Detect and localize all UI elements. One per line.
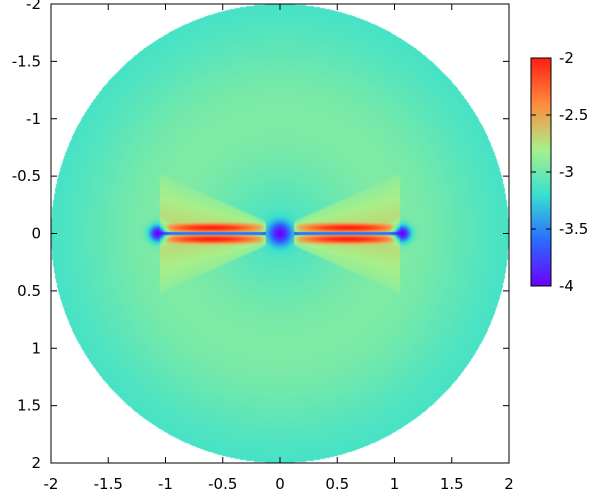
x-tick-label: -1.5	[94, 475, 123, 493]
y-tick-label: -1.5	[12, 52, 41, 70]
heatmap-image	[51, 4, 509, 463]
colorbar-tick-label: -3.5	[559, 220, 588, 238]
y-tick-label: -2	[26, 0, 41, 13]
colorbar-tick-label: -3	[559, 163, 574, 181]
y-tick-label: 2	[31, 454, 41, 472]
y-tick-label: -1	[26, 110, 41, 128]
colorbar-tick-label: -2.5	[559, 106, 588, 124]
plot-area	[51, 4, 509, 463]
x-tick-label: -0.5	[208, 475, 237, 493]
colorbar-tick-label: -4	[559, 277, 574, 295]
x-tick-label: 2	[504, 475, 514, 493]
colorbar-tick-label: -2	[559, 49, 574, 67]
x-tick-label: -2	[44, 475, 59, 493]
y-tick-label: 0.5	[17, 282, 41, 300]
y-tick-label: 0	[31, 225, 41, 243]
colorbar: -2 -2.5 -3 -3.5 -4	[530, 49, 588, 295]
axes: -2 -1.5 -1 -0.5 0 0.5 1 1.5 2-2-1.5-1-0.500.511.…	[12, 0, 514, 493]
y-tick-label: 1	[31, 339, 41, 357]
y-tick-label: 1.5	[17, 397, 41, 415]
x-tick-label: 1	[390, 475, 400, 493]
x-tick-label: 0	[275, 475, 285, 493]
x-tick-label: 1.5	[440, 475, 464, 493]
x-tick-label: -1	[158, 475, 173, 493]
y-tick-label: -0.5	[12, 167, 41, 185]
x-tick-label: 0.5	[325, 475, 349, 493]
